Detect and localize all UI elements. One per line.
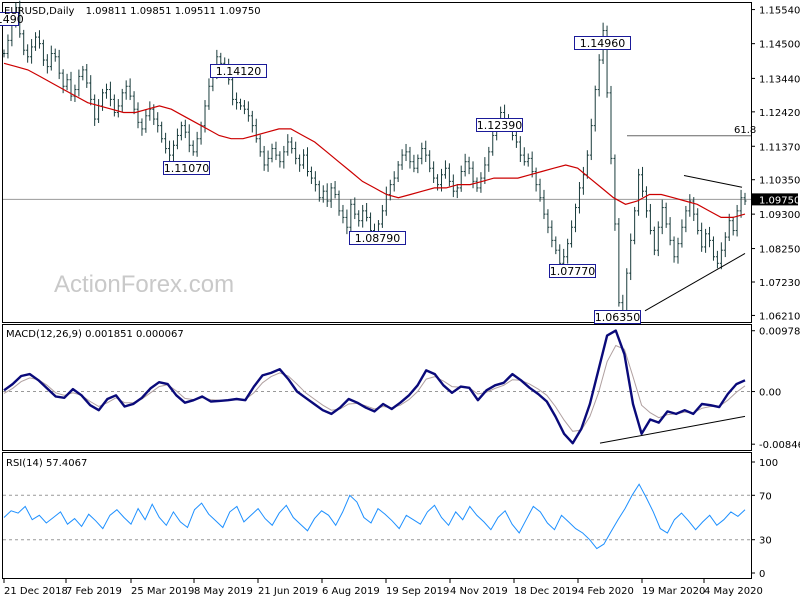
price-label: 1.14960 — [580, 37, 626, 50]
macd-trendline — [599, 415, 746, 444]
moving-average — [3, 62, 746, 218]
price-tick-label: 1.12420 — [759, 108, 800, 119]
macd-line — [3, 329, 746, 445]
rsi-lines — [3, 483, 751, 550]
price-label-box — [549, 264, 596, 278]
macd-panel-frame — [2, 324, 752, 451]
price-tick-label: 1.14500 — [759, 40, 800, 51]
price-tick-label: 1.06210 — [759, 311, 800, 322]
x-tick-label: 4 Nov 2019 — [450, 586, 508, 597]
macd-header: MACD(12,26,9) 0.001851 0.000067 — [6, 329, 184, 340]
price-label-box — [163, 161, 210, 175]
price-label-box — [0, 12, 19, 26]
price-label: 1.1490 — [0, 13, 24, 26]
rsi-tick-label: 0 — [759, 569, 765, 580]
price-tick-label: 1.09300 — [759, 210, 800, 221]
macd-axis: 0.00978 0.00 -0.008464 — [751, 327, 800, 451]
x-tick-label: 7 Feb 2019 — [66, 586, 122, 597]
price-label-box — [210, 64, 267, 78]
price-tick-label: 1.10350 — [759, 176, 800, 187]
price-reference-lines: 61.8 — [3, 125, 756, 200]
last-price-box — [752, 193, 798, 206]
x-tick-label: 18 Dec 2019 — [514, 586, 578, 597]
last-price-label: 1.09750 — [759, 195, 800, 206]
price-label: 1.14120 — [216, 65, 262, 78]
rsi-axis: 100 70 30 0 — [751, 458, 778, 580]
moving-average-line — [3, 62, 746, 218]
price-label-box — [476, 118, 523, 132]
macd-lines — [3, 329, 751, 445]
macd-signal-line — [3, 344, 746, 432]
x-tick-label: 25 Mar 2019 — [131, 586, 194, 597]
x-tick-label: 8 May 2019 — [194, 586, 253, 597]
price-label: 1.06350 — [595, 311, 641, 324]
x-tick-label: 21 Jun 2019 — [258, 586, 318, 597]
price-header: EURUSD,Daily 1.09811 1.09851 1.09511 1.0… — [4, 6, 261, 17]
price-tick-label: 1.11370 — [759, 142, 800, 153]
price-label: 1.08790 — [355, 232, 401, 245]
x-tick-label: 6 Aug 2019 — [322, 586, 380, 597]
triangle-lower-line — [644, 253, 746, 312]
rsi-tick-label: 30 — [759, 536, 772, 547]
rsi-panel-frame — [2, 452, 752, 579]
x-tick-label: 19 Mar 2020 — [642, 586, 705, 597]
price-label: 1.11070 — [164, 162, 210, 175]
price-tick-label: 1.13440 — [759, 74, 800, 85]
macd-tick-label: -0.008464 — [759, 440, 800, 451]
rsi-tick-label: 100 — [759, 458, 778, 469]
x-tick-label: 21 Dec 2018 — [4, 586, 68, 597]
fib-level-label: 61.8 — [734, 125, 756, 136]
x-tick-label: 4 May 2020 — [704, 586, 763, 597]
triangle-upper-line — [683, 174, 743, 188]
price-axis: 1.15540 1.14500 1.13440 1.12420 1.11370 1.103… — [751, 6, 800, 322]
rsi-header: RSI(14) 57.4067 — [6, 458, 87, 469]
price-candles — [2, 0, 747, 317]
macd-tick-label: 0.00978 — [759, 327, 800, 338]
price-label-box — [574, 36, 631, 50]
price-label: 1.07770 — [550, 265, 596, 278]
rsi-tick-label: 70 — [759, 491, 772, 502]
macd-tick-label: 0.00 — [759, 388, 781, 399]
x-tick-label: 4 Feb 2020 — [578, 586, 634, 597]
watermark: ActionForex.com — [54, 271, 234, 298]
rsi-line — [3, 483, 746, 550]
price-tick-label: 1.08250 — [759, 245, 800, 256]
price-tick-label: 1.15540 — [759, 6, 800, 17]
trendlines — [644, 174, 746, 312]
x-tick-label: 19 Sep 2019 — [386, 586, 449, 597]
price-label-box — [349, 231, 406, 245]
price-panel-frame — [2, 2, 752, 323]
price-annotations: 1.1490 1.14120 1.11070 1.08790 1.12390 1.1496… — [0, 12, 641, 324]
price-label: 1.12390 — [477, 119, 523, 132]
price-tick-label: 1.07230 — [759, 278, 800, 289]
price-label-box — [594, 310, 641, 324]
